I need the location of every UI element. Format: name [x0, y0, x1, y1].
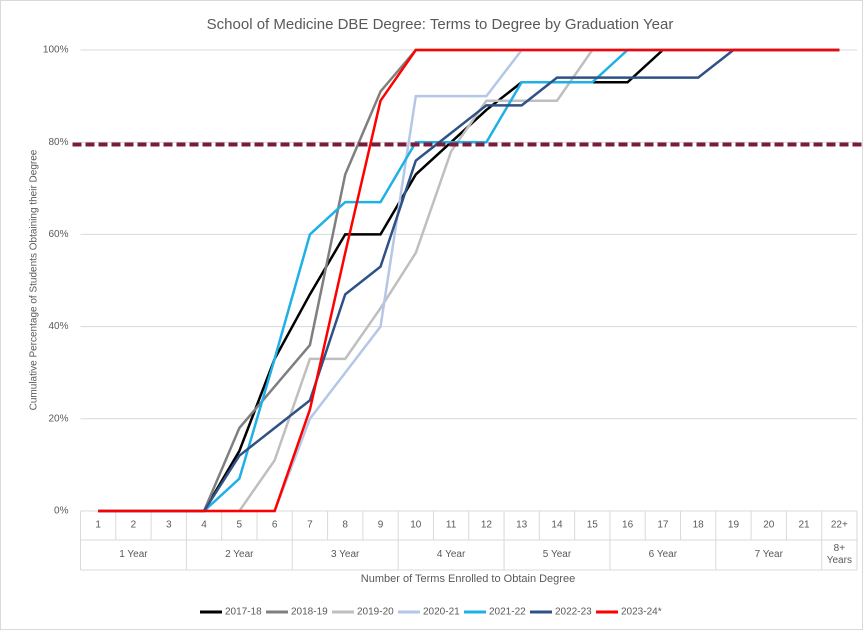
legend-label: 2017-18	[225, 607, 262, 618]
x-tick-label: 16	[622, 520, 634, 531]
legend-label: 2020-21	[423, 607, 460, 618]
x-tick-label: 20	[763, 520, 775, 531]
x-tick-label: 7	[307, 520, 313, 531]
y-tick-label: 100%	[43, 45, 69, 56]
x-tick-label: 12	[481, 520, 493, 531]
group-label: 3 Year	[331, 549, 360, 560]
x-tick-label: 4	[201, 520, 207, 531]
x-tick-label: 6	[272, 520, 278, 531]
x-tick-label: 13	[516, 520, 528, 531]
x-tick-label: 1	[95, 520, 101, 531]
y-axis-label: Cumulative Percentage of Students Obtain…	[29, 149, 40, 410]
group-label: 7 Year	[754, 549, 783, 560]
x-tick-label: 3	[166, 520, 172, 531]
legend-label: 2023-24*	[621, 607, 662, 618]
group-label: 2 Year	[225, 549, 254, 560]
x-tick-label: 14	[551, 520, 563, 531]
series-line	[98, 48, 840, 513]
group-label: 6 Year	[648, 549, 678, 560]
x-tick-label: 10	[410, 520, 422, 531]
y-tick-label: 60%	[48, 229, 68, 240]
x-tick-label: 19	[728, 520, 740, 531]
y-tick-label: 80%	[48, 137, 68, 148]
x-tick-label: 8	[342, 520, 348, 531]
x-tick-label: 2	[131, 520, 137, 531]
x-tick-label: 22+	[831, 520, 848, 531]
x-tick-label: 21	[798, 520, 810, 531]
legend-label: 2022-23	[555, 607, 592, 618]
y-tick-label: 40%	[48, 321, 68, 332]
x-tick-label: 18	[693, 520, 705, 531]
legend-label: 2021-22	[489, 607, 526, 618]
x-tick-label: 15	[587, 520, 599, 531]
series-line	[98, 48, 840, 513]
legend-label: 2018-19	[291, 607, 328, 618]
x-axis-label: Number of Terms Enrolled to Obtain Degre…	[361, 573, 575, 585]
group-label: 1 Year	[119, 549, 148, 560]
y-tick-label: 20%	[48, 413, 68, 424]
x-tick-label: 17	[657, 520, 669, 531]
group-label: 5 Year	[542, 549, 572, 560]
y-tick-label: 0%	[54, 506, 69, 517]
chart-title: School of Medicine DBE Degree: Terms to …	[207, 16, 674, 33]
x-tick-label: 9	[378, 520, 384, 531]
x-tick-label: 11	[446, 520, 457, 531]
x-tick-label: 5	[237, 520, 243, 531]
legend-label: 2019-20	[357, 607, 394, 618]
group-label: 8+ Years	[826, 543, 852, 566]
group-label: 4 Year	[436, 549, 466, 560]
